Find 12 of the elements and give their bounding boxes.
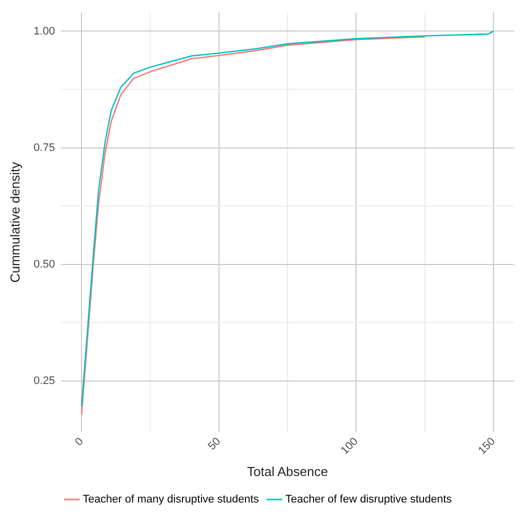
legend-label: Teacher of many disruptive students <box>82 494 260 506</box>
y-tick-label: 0.25 <box>34 374 56 387</box>
x-tick-label: 150 <box>476 436 498 457</box>
y-axis-title: Cummulative density <box>7 162 22 283</box>
legend-label: Teacher of few disruptive students <box>285 494 452 506</box>
y-tick-label: 0.75 <box>34 142 56 154</box>
y-tick-label: 0.50 <box>34 258 56 270</box>
x-tick-label: 100 <box>338 436 360 457</box>
x-tick-label: 0 <box>73 436 86 448</box>
x-axis-title: Total Absence <box>247 464 328 479</box>
x-tick-label: 50 <box>206 436 224 453</box>
y-tick-label: 1.00 <box>34 25 56 38</box>
